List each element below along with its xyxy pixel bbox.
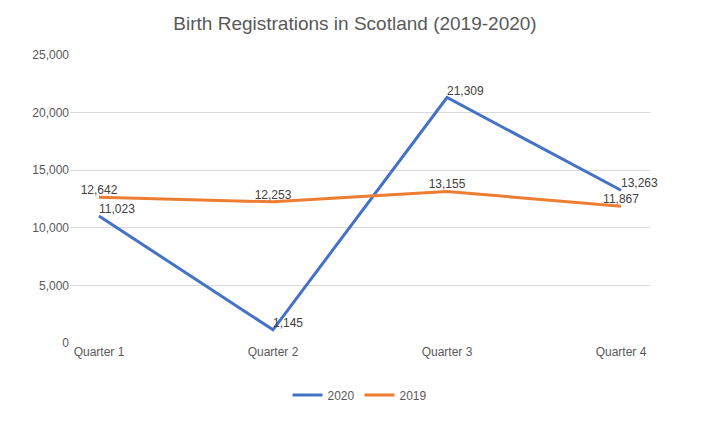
svg-text:20,000: 20,000 [32,106,69,120]
svg-text:Quarter 4: Quarter 4 [596,345,647,359]
svg-text:Quarter 2: Quarter 2 [248,345,299,359]
svg-text:2020: 2020 [328,389,355,403]
svg-text:13,263: 13,263 [621,176,658,190]
svg-text:12,253: 12,253 [255,188,292,202]
svg-text:Birth Registrations in Scotlan: Birth Registrations in Scotland (2019-20… [173,13,536,34]
svg-text:0: 0 [62,336,69,350]
svg-text:1,145: 1,145 [273,316,303,330]
svg-text:Quarter 1: Quarter 1 [74,345,125,359]
svg-text:11,023: 11,023 [99,202,135,216]
svg-text:Quarter 3: Quarter 3 [422,345,473,359]
svg-text:25,000: 25,000 [32,48,69,62]
svg-text:12,642: 12,642 [81,183,118,197]
svg-text:5,000: 5,000 [39,279,69,293]
svg-text:15,000: 15,000 [32,163,69,177]
svg-text:2019: 2019 [400,389,427,403]
svg-text:10,000: 10,000 [32,221,69,235]
svg-text:13,155: 13,155 [429,177,466,191]
svg-text:21,309: 21,309 [447,84,484,98]
svg-text:11,867: 11,867 [603,192,639,206]
